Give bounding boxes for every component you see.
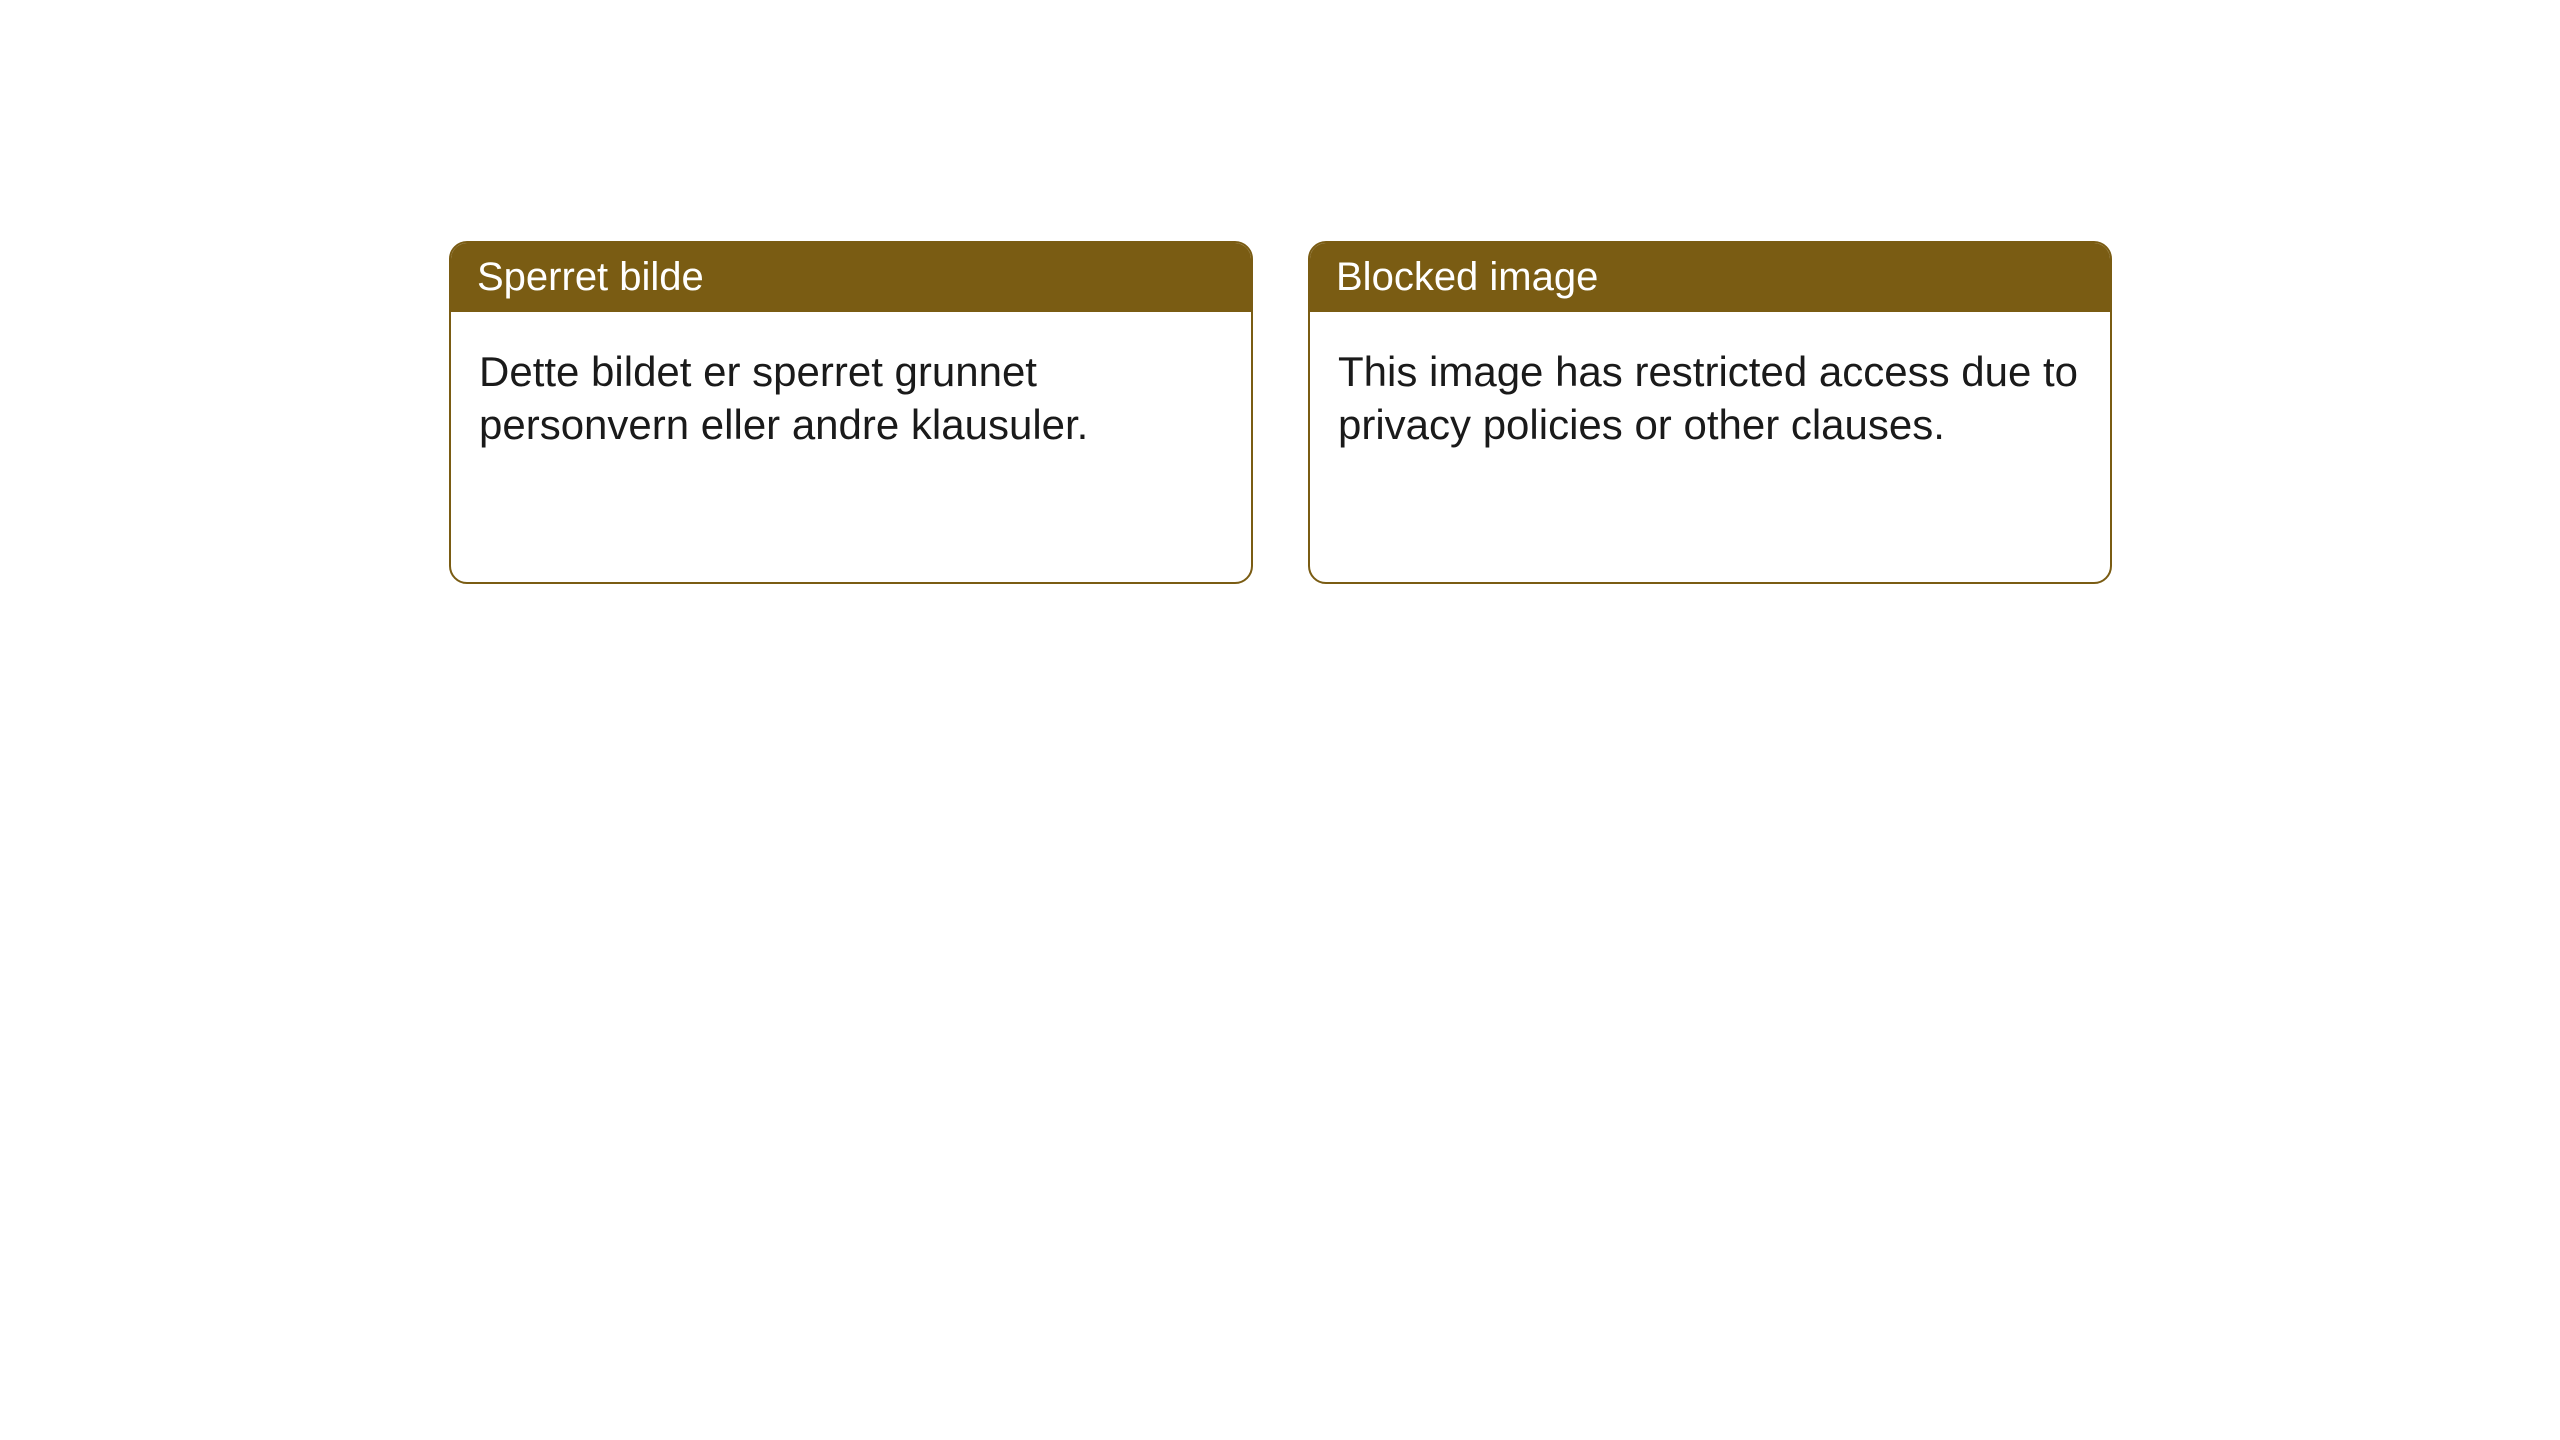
- card-header-en: Blocked image: [1310, 243, 2110, 312]
- card-body-no: Dette bildet er sperret grunnet personve…: [451, 312, 1251, 582]
- card-body-en: This image has restricted access due to …: [1310, 312, 2110, 582]
- blocked-image-card-no: Sperret bilde Dette bildet er sperret gr…: [449, 241, 1253, 584]
- card-header-no: Sperret bilde: [451, 243, 1251, 312]
- blocked-image-card-en: Blocked image This image has restricted …: [1308, 241, 2112, 584]
- info-cards-container: Sperret bilde Dette bildet er sperret gr…: [449, 241, 2112, 584]
